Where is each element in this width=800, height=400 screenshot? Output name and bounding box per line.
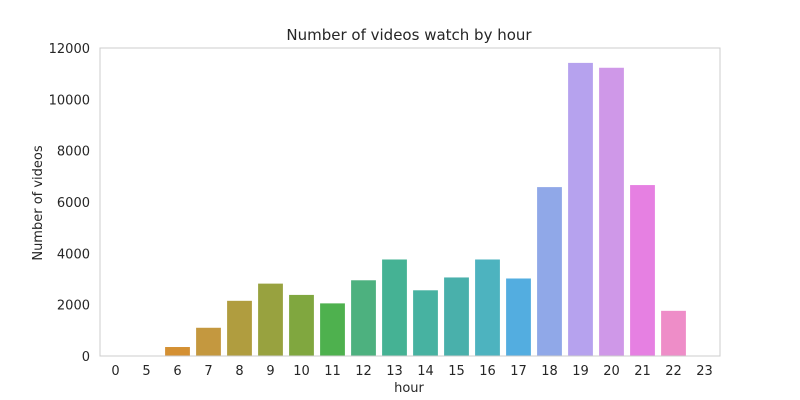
chart-title: Number of videos watch by hour [286, 26, 532, 44]
x-tick-label: 0 [111, 364, 119, 379]
x-tick-label: 10 [293, 364, 310, 379]
x-tick-label: 20 [603, 364, 620, 379]
x-tick-label: 7 [204, 364, 212, 379]
y-tick-label: 2000 [57, 299, 90, 314]
bar-hour-16 [475, 259, 500, 356]
x-tick-label: 23 [696, 364, 713, 379]
y-tick-label: 4000 [57, 247, 90, 262]
x-tick-label: 19 [572, 364, 589, 379]
x-tick-label: 13 [386, 364, 403, 379]
x-tick-label: 6 [173, 364, 181, 379]
bar-hour-14 [413, 290, 438, 356]
x-tick-label: 9 [266, 364, 274, 379]
x-tick-label: 18 [541, 364, 558, 379]
bar-hour-15 [444, 277, 469, 356]
y-tick-label: 10000 [49, 93, 90, 108]
x-ticks-layer: 0 5 6 7 8 9 10 11 12 13 14 15 16 17 18 19 20 21 22 23 [111, 364, 712, 379]
bar-hour-6 [165, 347, 190, 356]
bar-hour-12 [351, 280, 376, 356]
bars-layer [103, 62, 717, 356]
bar-hour-7 [196, 327, 221, 356]
x-tick-label: 17 [510, 364, 527, 379]
plot-frame [99, 47, 721, 357]
x-tick-label: 5 [142, 364, 150, 379]
bar-hour-9 [258, 283, 283, 356]
bar-hour-11 [320, 303, 345, 356]
bar-hour-21 [630, 185, 655, 356]
bar-hour-18 [537, 187, 562, 356]
y-tick-label: 6000 [57, 196, 90, 211]
bar-hour-10 [289, 294, 314, 356]
y-tick-label: 12000 [49, 42, 90, 57]
y-tick-label: 0 [82, 350, 90, 365]
bar-hour-20 [599, 67, 624, 356]
x-tick-label: 8 [235, 364, 243, 379]
bar-hour-22 [661, 310, 686, 356]
x-tick-label: 11 [324, 364, 341, 379]
y-tick-label: 8000 [57, 145, 90, 160]
y-ticks-layer: 0 2000 4000 6000 8000 10000 12000 [49, 42, 90, 365]
x-tick-label: 22 [665, 364, 682, 379]
x-tick-label: 21 [634, 364, 651, 379]
x-tick-label: 15 [448, 364, 465, 379]
bar-hour-13 [382, 259, 407, 356]
bar-hour-8 [227, 300, 252, 356]
x-axis-label: hour [394, 381, 424, 396]
x-tick-label: 16 [479, 364, 496, 379]
bar-hour-19 [568, 62, 593, 356]
x-tick-label: 14 [417, 364, 434, 379]
bar-hour-17 [506, 278, 531, 356]
x-tick-label: 12 [355, 364, 372, 379]
y-axis-label: Number of videos [31, 145, 46, 261]
